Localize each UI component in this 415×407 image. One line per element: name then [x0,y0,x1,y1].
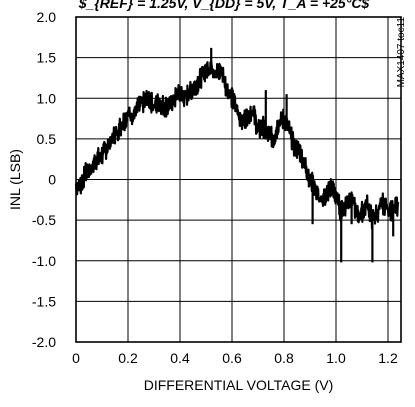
chart-id-text: MAX1407 toc11 [396,17,407,88]
x-tick-label: 0.4 [170,350,190,366]
x-tick-label: 0 [72,350,80,366]
x-tick-label: 1.2 [378,350,398,366]
y-axis-ticks: 2.0 1.5 1.0 0.5 0 -0.5 -1.0 -1.5 -2.0 [32,9,56,350]
x-tick-label: 0.6 [222,350,242,366]
plot-frame [75,16,402,343]
y-tick-label: 2.0 [37,9,57,25]
x-tick-label: 1.0 [326,350,346,366]
y-tick-label: -1.0 [32,253,56,269]
grid [76,17,401,342]
y-tick-label: -0.5 [32,212,56,228]
inl-series-line [74,60,400,230]
clipped-top-text: $_{REF} = 1.25V, V_{DD} = 5V, T_A = +25°… [78,0,370,11]
x-tick-label: 0.2 [118,350,138,366]
y-tick-label: 0 [48,172,56,188]
y-tick-label: 1.5 [37,50,57,66]
x-axis-ticks: 0 0.2 0.4 0.6 0.8 1.0 1.2 [72,350,398,366]
x-tick-label: 0.8 [274,350,294,366]
y-tick-label: 0.5 [37,131,57,147]
y-axis-title: INL (LSB) [7,149,23,210]
plot-series [74,47,400,263]
y-tick-label: -1.5 [32,293,56,309]
y-tick-label: -2.0 [32,334,56,350]
x-axis-title: DIFFERENTIAL VOLTAGE (V) [144,377,334,393]
y-tick-label: 1.0 [37,90,57,106]
